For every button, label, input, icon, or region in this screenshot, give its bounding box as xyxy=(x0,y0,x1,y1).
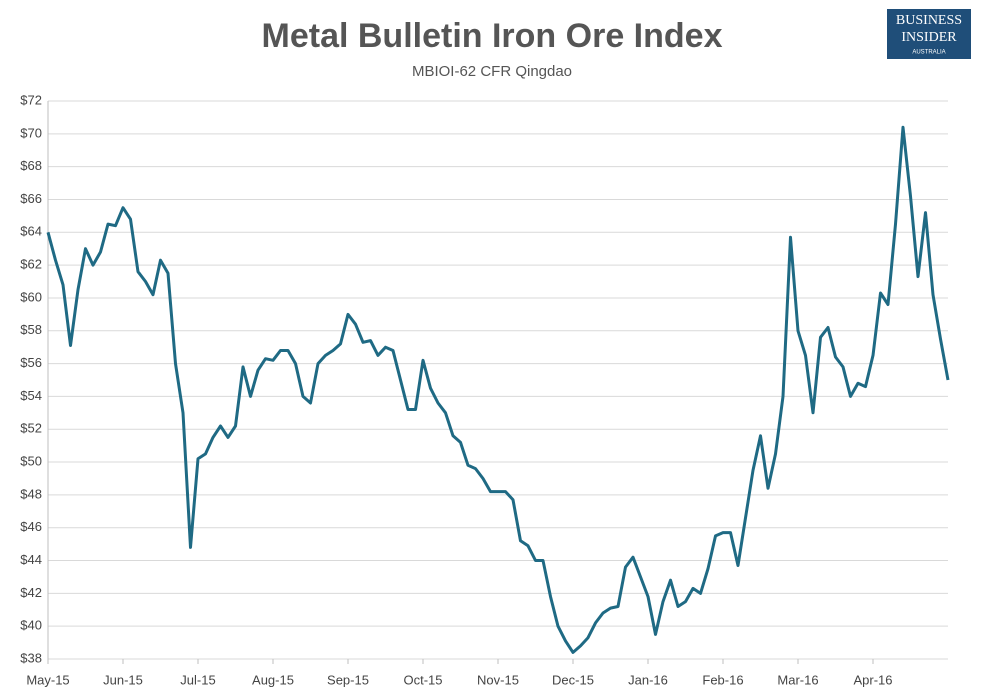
y-tick-label: $60 xyxy=(20,289,42,304)
logo xyxy=(887,9,971,59)
y-tick-label: $50 xyxy=(20,453,42,468)
x-tick-label: Feb-16 xyxy=(702,672,743,687)
x-tick-label: Apr-16 xyxy=(853,672,892,687)
x-tick-label: Oct-15 xyxy=(403,672,442,687)
y-tick-label: $70 xyxy=(20,125,42,140)
y-tick-label: $54 xyxy=(20,388,42,403)
x-tick-label: Dec-15 xyxy=(552,672,594,687)
y-tick-label: $46 xyxy=(20,519,42,534)
logo-text: BUSINESS xyxy=(896,13,962,28)
x-tick-label: Aug-15 xyxy=(252,672,294,687)
x-tick-label: Mar-16 xyxy=(777,672,818,687)
y-tick-label: $56 xyxy=(20,355,42,370)
logo-text: INSIDER xyxy=(901,30,957,45)
y-tick-label: $72 xyxy=(20,92,42,107)
y-tick-label: $52 xyxy=(20,421,42,436)
y-tick-label: $68 xyxy=(20,158,42,173)
y-tick-label: $62 xyxy=(20,257,42,272)
y-tick-label: $66 xyxy=(20,191,42,206)
x-tick-label: Jun-15 xyxy=(103,672,143,687)
logo-text: AUSTRALIA xyxy=(912,50,945,56)
y-tick-label: $40 xyxy=(20,618,42,633)
x-tick-label: Jan-16 xyxy=(628,672,668,687)
data-line xyxy=(46,125,950,654)
x-tick-label: May-15 xyxy=(26,672,69,687)
y-tick-label: $64 xyxy=(20,224,42,239)
y-tick-label: $58 xyxy=(20,322,42,337)
x-tick-label: Nov-15 xyxy=(477,672,519,687)
y-tick-label: $42 xyxy=(20,585,42,600)
x-tick-label: Jul-15 xyxy=(180,672,215,687)
y-tick-label: $44 xyxy=(20,552,42,567)
y-tick-label: $48 xyxy=(20,486,42,501)
y-tick-label: $38 xyxy=(20,650,42,665)
chart-subtitle: MBIOI-62 CFR Qingdao xyxy=(412,63,572,80)
x-tick-label: Sep-15 xyxy=(327,672,369,687)
chart-title: Metal Bulletin Iron Ore Index xyxy=(262,17,723,55)
